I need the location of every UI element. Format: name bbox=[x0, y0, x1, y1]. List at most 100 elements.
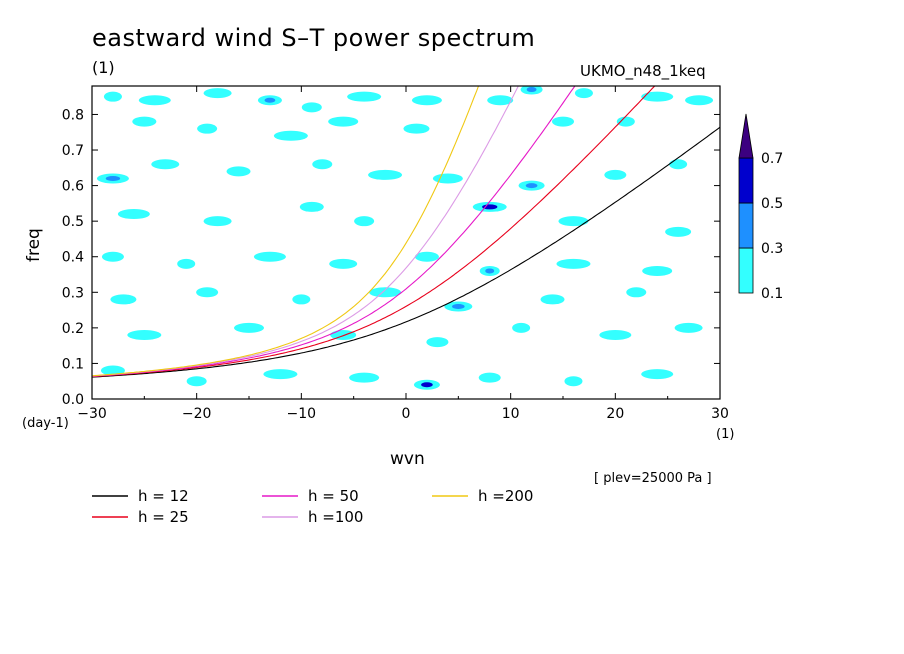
contour-blob bbox=[626, 287, 647, 298]
axis-ticks: −30 −20 −10 0 10 20 30 0.0 0.1 0.2 0.3 0.4 0.5 0.6 0.7… bbox=[62, 86, 729, 422]
power-contours bbox=[96, 86, 714, 390]
contour-blob bbox=[347, 91, 382, 102]
contour-blob bbox=[414, 251, 439, 262]
contour-blob bbox=[426, 337, 449, 348]
dispersion-curve-h25 bbox=[92, 86, 656, 378]
dispersion-curve-h200 bbox=[92, 86, 480, 377]
dispersion-curve-h100 bbox=[92, 86, 519, 377]
colorbar-label: 0.1 bbox=[761, 286, 783, 302]
x-tick-label: 10 bbox=[502, 406, 520, 422]
colorbar: 0.1 0.3 0.5 0.7 bbox=[738, 113, 783, 302]
contour-blob bbox=[512, 322, 531, 333]
y-tick-label: 0.7 bbox=[62, 143, 84, 159]
x-tick-label: 0 bbox=[402, 406, 411, 422]
contour-blob bbox=[234, 322, 264, 333]
legend-label: h =100 bbox=[308, 508, 363, 526]
contour-blob bbox=[641, 91, 674, 102]
model-label: UKMO_n48_1keq bbox=[580, 62, 706, 80]
contour-blob bbox=[197, 123, 218, 134]
contour-blob bbox=[329, 258, 358, 269]
contour-core bbox=[526, 87, 537, 93]
x-axis-unit: (1) bbox=[716, 427, 735, 442]
contour-blob bbox=[203, 88, 232, 99]
contour-blob bbox=[127, 329, 162, 340]
chart-title: eastward wind S–T power spectrum bbox=[92, 24, 536, 52]
contour-blob bbox=[368, 169, 403, 180]
contour-blob bbox=[328, 116, 359, 127]
x-tick-label: 20 bbox=[606, 406, 624, 422]
contour-blob bbox=[641, 369, 674, 380]
contour-blob bbox=[103, 91, 122, 102]
contour-core bbox=[485, 268, 495, 274]
contour-blob bbox=[642, 265, 673, 276]
contour-blob bbox=[151, 159, 180, 170]
contour-blob bbox=[669, 159, 688, 170]
contour-blob bbox=[100, 365, 125, 376]
plev-label: [ plev=25000 Pa ] bbox=[594, 471, 712, 486]
x-tick-label: −10 bbox=[287, 406, 317, 422]
dispersion-curve-h12 bbox=[92, 126, 720, 378]
contour-blob bbox=[685, 95, 714, 106]
dispersion-curve-h50 bbox=[92, 86, 576, 377]
contour-blob bbox=[273, 130, 308, 141]
contour-blob bbox=[665, 226, 692, 237]
contour-blob bbox=[564, 376, 583, 387]
y-tick-label: 0.5 bbox=[62, 214, 84, 230]
contour-blob bbox=[132, 116, 157, 127]
contour-blob bbox=[349, 372, 380, 383]
contour-blob bbox=[540, 294, 565, 305]
contour-blob bbox=[478, 372, 501, 383]
x-axis-label: wvn bbox=[390, 449, 425, 469]
y-tick-label: 0.6 bbox=[62, 179, 84, 195]
contour-core bbox=[452, 304, 465, 310]
contour-blob bbox=[110, 294, 137, 305]
legend-label: h =200 bbox=[478, 487, 533, 505]
y-tick-label: 0.0 bbox=[62, 392, 84, 408]
x-tick-label: −30 bbox=[77, 406, 107, 422]
contour-blob bbox=[292, 294, 311, 305]
y-tick-label: 0.2 bbox=[62, 321, 84, 337]
contour-blob bbox=[117, 209, 150, 220]
legend-label: h = 50 bbox=[308, 487, 359, 505]
contour-blob bbox=[354, 216, 375, 227]
contour-blob bbox=[432, 173, 463, 184]
y-tick-label: 0.8 bbox=[62, 107, 84, 123]
contour-blob bbox=[226, 166, 251, 177]
contour-blob bbox=[411, 95, 442, 106]
y-tick-label: 0.1 bbox=[62, 356, 84, 372]
contour-blob bbox=[604, 169, 627, 180]
dispersion-curves bbox=[92, 86, 720, 378]
contour-blob bbox=[263, 369, 298, 380]
contour-blob bbox=[616, 116, 635, 127]
contour-blob bbox=[177, 258, 196, 269]
contour-core bbox=[525, 183, 538, 189]
contour-core bbox=[105, 175, 121, 181]
contour-blob bbox=[487, 95, 514, 106]
contour-blob bbox=[599, 329, 632, 340]
contour-blob bbox=[552, 116, 574, 127]
legend: h = 12 h = 25 h = 50 h =100 h =200 bbox=[92, 487, 533, 526]
contour-blob bbox=[299, 201, 324, 212]
y-axis-unit: (day-1) bbox=[22, 416, 69, 431]
contour-blob bbox=[674, 322, 703, 333]
contour-blob bbox=[574, 88, 593, 99]
legend-label: h = 25 bbox=[138, 508, 189, 526]
y-tick-label: 0.3 bbox=[62, 285, 84, 301]
contour-blob bbox=[369, 287, 402, 298]
contour-blob bbox=[403, 123, 430, 134]
units-label: (1) bbox=[92, 58, 115, 77]
y-tick-label: 0.4 bbox=[62, 250, 84, 266]
contour-blob bbox=[203, 216, 232, 227]
x-tick-label: −20 bbox=[182, 406, 212, 422]
colorbar-segment bbox=[738, 157, 754, 204]
colorbar-label: 0.3 bbox=[761, 241, 783, 257]
contour-blob bbox=[101, 251, 124, 262]
colorbar-segment bbox=[738, 247, 754, 294]
contour-blob bbox=[558, 216, 589, 227]
contour-core bbox=[421, 382, 433, 388]
legend-label: h = 12 bbox=[138, 487, 189, 505]
contour-blob bbox=[138, 95, 171, 106]
contour-blob bbox=[312, 159, 333, 170]
x-tick-label: 30 bbox=[711, 406, 729, 422]
